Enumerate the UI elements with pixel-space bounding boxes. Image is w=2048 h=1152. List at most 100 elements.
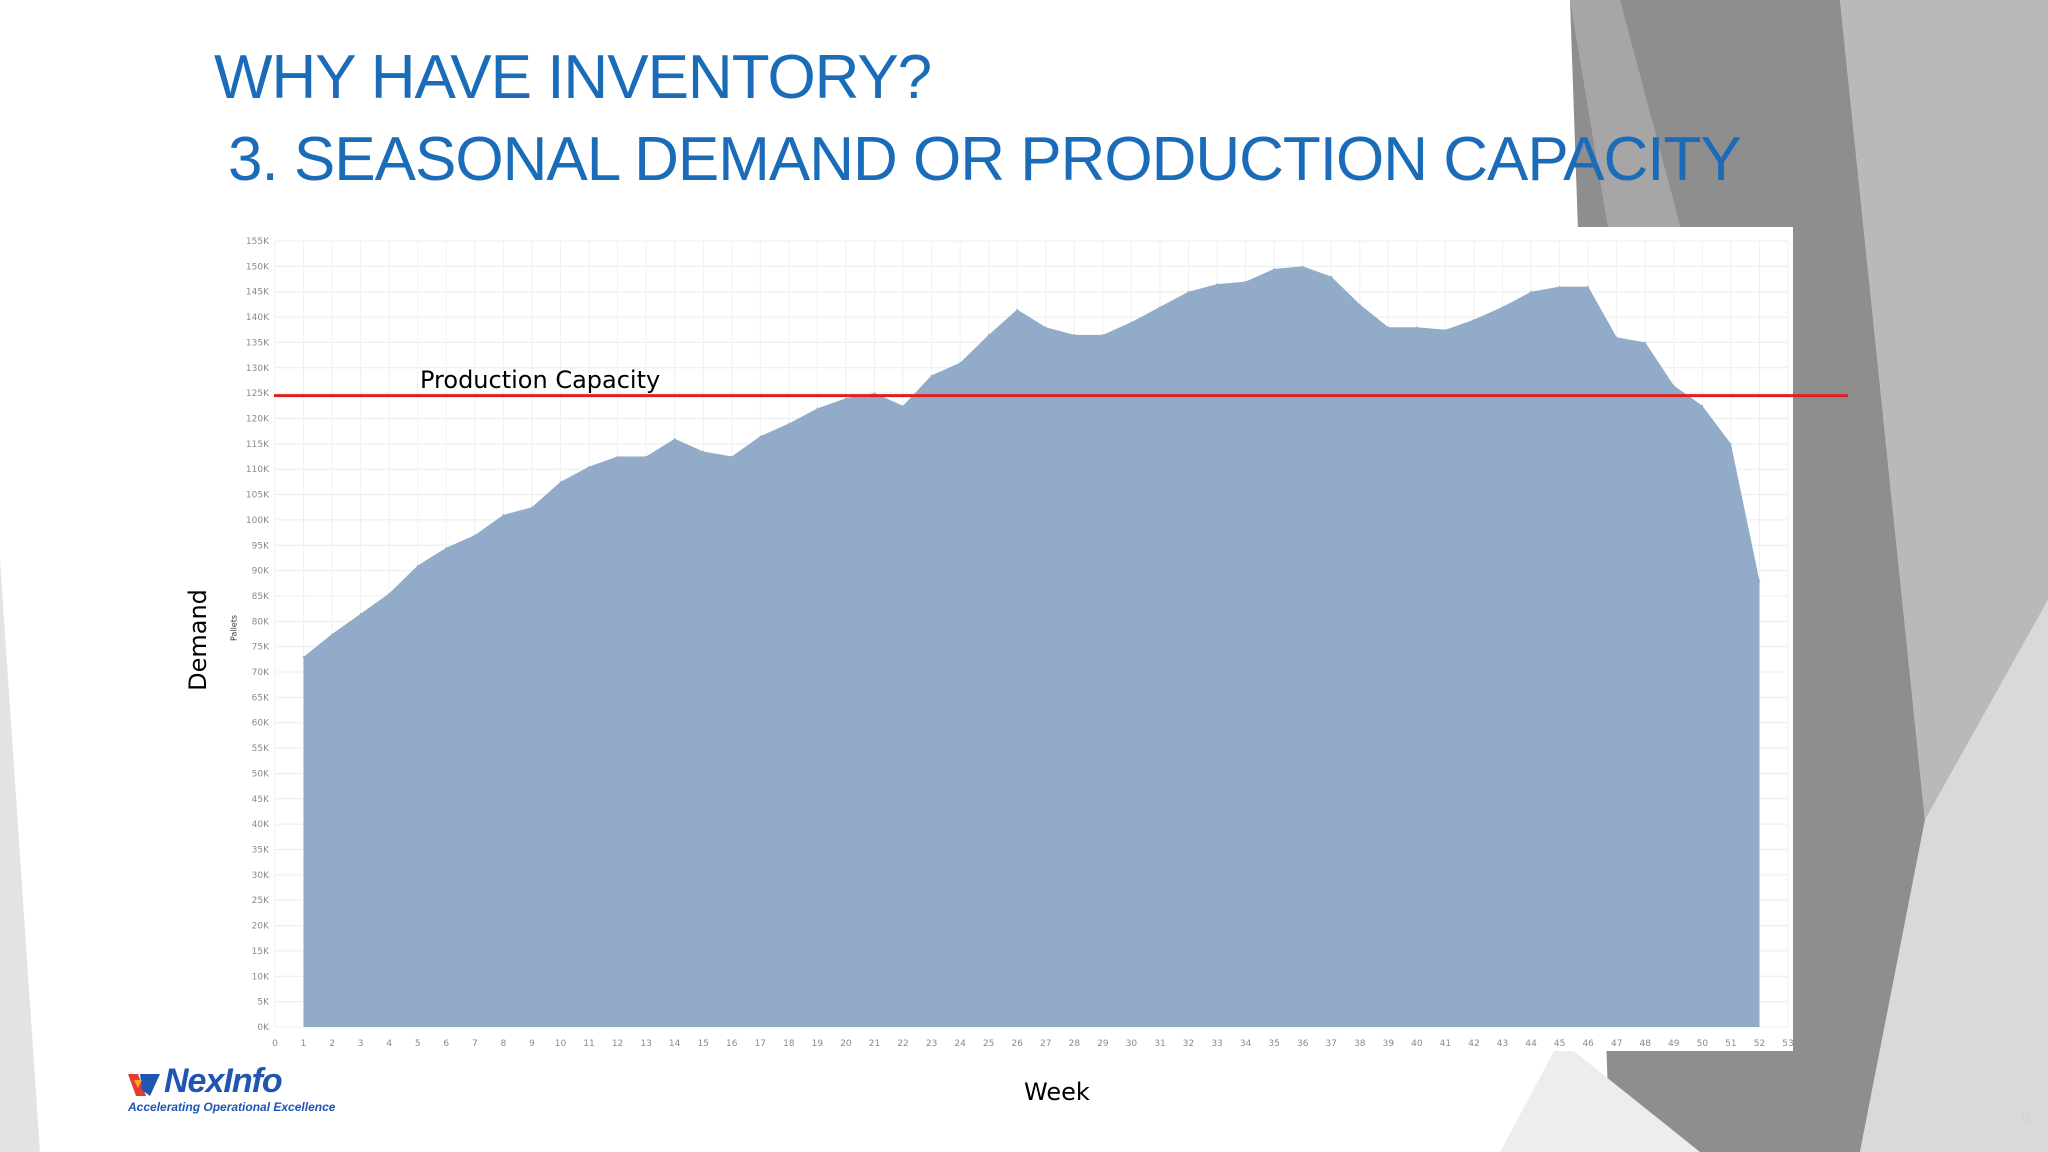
y-tick-label: 90K xyxy=(252,567,270,577)
y-tick-label: 40K xyxy=(252,820,270,830)
slide-title: WHY HAVE INVENTORY? xyxy=(214,43,932,112)
x-tick-label: 44 xyxy=(1525,1039,1537,1049)
x-tick-label: 12 xyxy=(612,1039,623,1049)
y-tick-label: 80K xyxy=(252,617,270,627)
x-tick-label: 28 xyxy=(1069,1039,1081,1049)
x-tick-label: 11 xyxy=(583,1039,594,1049)
demand-point xyxy=(816,407,819,410)
x-tick-label: 16 xyxy=(726,1039,738,1049)
demand-point xyxy=(987,334,990,336)
demand-point xyxy=(1016,308,1019,311)
demand-point xyxy=(559,481,562,483)
demand-point xyxy=(1187,290,1190,293)
logo-tagline: Accelerating Operational Excellence xyxy=(128,1100,336,1114)
logo-name: NexInfo xyxy=(164,1062,283,1100)
demand-point xyxy=(873,392,876,394)
demand-area xyxy=(303,266,1760,1027)
x-tick-label: 21 xyxy=(869,1039,880,1049)
x-tick-label: 9 xyxy=(529,1039,535,1049)
demand-point xyxy=(331,633,333,635)
demand-point xyxy=(1701,405,1704,407)
demand-area-series xyxy=(302,265,1761,1027)
x-tick-label: 13 xyxy=(640,1039,651,1049)
y-tick-label: 110K xyxy=(246,465,270,475)
demand-point xyxy=(1758,579,1761,582)
demand-point xyxy=(788,422,790,425)
x-tick-label: 34 xyxy=(1240,1039,1252,1049)
demand-point xyxy=(930,374,933,377)
demand-point xyxy=(1501,306,1504,308)
x-tick-label: 22 xyxy=(897,1039,908,1049)
demand-point xyxy=(673,437,676,440)
x-tick-label: 43 xyxy=(1497,1039,1508,1049)
y-tick-label: 75K xyxy=(252,643,270,653)
x-tick-label: 31 xyxy=(1154,1039,1165,1049)
demand-point xyxy=(1102,334,1104,336)
x-tick-label: 41 xyxy=(1440,1039,1451,1049)
y-tick-label: 130K xyxy=(246,364,270,374)
demand-point xyxy=(1615,336,1618,339)
x-tick-label: 4 xyxy=(386,1039,392,1049)
demand-point xyxy=(616,455,619,458)
y-tick-label: 65K xyxy=(252,693,270,703)
y-tick-labels: 0K 5K 10K 15K 20K 25K 30K 35K 40K 45K 50K 55K 60K 65K… xyxy=(246,237,270,1033)
x-tick-label: 8 xyxy=(501,1039,507,1049)
y-tick-label: 30K xyxy=(252,871,270,881)
demand-point xyxy=(1216,283,1218,285)
x-tick-label: 42 xyxy=(1468,1039,1479,1049)
x-tick-label: 24 xyxy=(954,1039,966,1049)
x-tick-label: 33 xyxy=(1211,1039,1222,1049)
demand-point xyxy=(730,455,733,458)
demand-point xyxy=(531,506,533,509)
x-tick-label: 26 xyxy=(1011,1039,1023,1049)
demand-point xyxy=(1473,318,1475,321)
demand-point xyxy=(302,656,305,658)
x-tick-label: 47 xyxy=(1611,1039,1622,1049)
logo-mark-icon xyxy=(128,1074,160,1096)
y-tick-label: 5K xyxy=(257,998,270,1008)
demand-point xyxy=(845,397,847,400)
demand-point xyxy=(1044,326,1047,329)
x-tick-label: 20 xyxy=(840,1039,852,1049)
x-tick-label: 50 xyxy=(1697,1039,1709,1049)
y-tick-label: 125K xyxy=(246,389,270,399)
x-tick-label: 17 xyxy=(755,1039,766,1049)
y-tick-label: 95K xyxy=(252,541,270,551)
x-tick-label: 49 xyxy=(1668,1039,1680,1049)
y-tick-label: 20K xyxy=(252,922,270,932)
x-tick-label: 5 xyxy=(415,1039,421,1049)
x-tick-label: 18 xyxy=(783,1039,795,1049)
x-tick-label: 48 xyxy=(1640,1039,1652,1049)
y-tick-label: 35K xyxy=(252,846,270,856)
y-tick-label: 15K xyxy=(252,947,270,957)
demand-point xyxy=(1673,384,1675,387)
demand-point xyxy=(445,546,448,549)
x-tick-label: 37 xyxy=(1326,1039,1337,1049)
y-tick-label: 155K xyxy=(246,237,270,247)
demand-point xyxy=(502,514,505,516)
y-tick-label: 100K xyxy=(246,516,270,526)
demand-point xyxy=(1073,334,1076,336)
x-tick-label: 3 xyxy=(358,1039,364,1049)
bg-facet-light xyxy=(1860,600,2048,1152)
x-tick-label: 15 xyxy=(697,1039,708,1049)
x-tick-label: 19 xyxy=(812,1039,824,1049)
x-tick-label: 38 xyxy=(1354,1039,1366,1049)
demand-point xyxy=(702,450,705,453)
x-tick-label: 52 xyxy=(1754,1039,1765,1049)
y-tick-label: 140K xyxy=(246,313,270,323)
slide-number: 20 xyxy=(2020,1111,2032,1124)
demand-point xyxy=(1130,321,1133,323)
demand-point xyxy=(1558,285,1561,288)
x-tick-label: 39 xyxy=(1383,1039,1395,1049)
demand-point xyxy=(388,592,390,595)
x-tick-label: 25 xyxy=(983,1039,994,1049)
x-tick-label: 46 xyxy=(1582,1039,1594,1049)
x-tick-label: 53 xyxy=(1782,1039,1793,1049)
y-tick-label: 105K xyxy=(246,491,270,501)
x-tick-label: 7 xyxy=(472,1039,478,1049)
demand-point xyxy=(416,564,419,567)
y-tick-label: 60K xyxy=(252,719,270,729)
demand-point xyxy=(1444,328,1447,331)
